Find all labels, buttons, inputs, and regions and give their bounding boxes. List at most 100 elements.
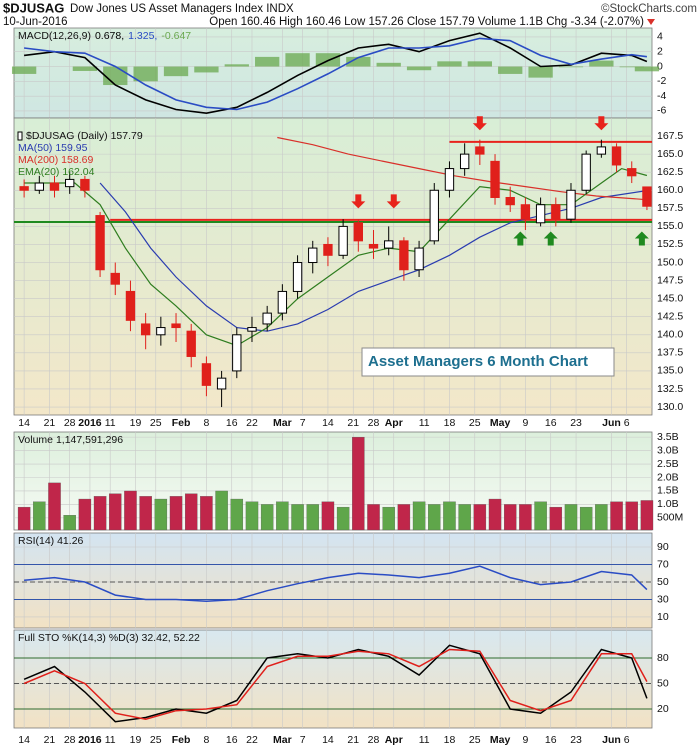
y-tick-label: 80 bbox=[657, 652, 669, 664]
candle-body bbox=[49, 182, 60, 191]
volume-bar bbox=[124, 490, 137, 531]
y-tick-label: 50 bbox=[657, 576, 669, 588]
candle-body bbox=[201, 363, 212, 386]
arrow bbox=[543, 231, 558, 246]
candle-body bbox=[247, 327, 257, 332]
volume-bar bbox=[488, 498, 502, 531]
volume-bar bbox=[534, 501, 547, 531]
volume-bar bbox=[412, 501, 426, 531]
histogram-bar bbox=[133, 66, 158, 82]
histogram-bar bbox=[224, 64, 249, 67]
volume-bar bbox=[336, 506, 350, 531]
y-tick-label: 2 bbox=[657, 45, 663, 57]
volume-bar bbox=[579, 506, 593, 531]
volume-bar bbox=[291, 504, 304, 531]
x-tick-label: Mar bbox=[273, 734, 292, 746]
x-tick-label: 21 bbox=[44, 734, 56, 746]
volume-bar bbox=[245, 501, 259, 531]
x-tick-label: 11 bbox=[419, 734, 430, 746]
price-legend: $DJUSAG (Daily) 157.79 bbox=[26, 130, 143, 142]
change-arrow bbox=[647, 19, 655, 25]
candle-body bbox=[216, 377, 227, 390]
y-tick-label: 137.5 bbox=[657, 347, 683, 359]
y-tick-label: 150.0 bbox=[657, 256, 683, 268]
indicator-line bbox=[24, 565, 648, 602]
candle-body bbox=[156, 327, 166, 336]
volume-bar bbox=[215, 490, 228, 531]
arrow bbox=[513, 231, 528, 246]
indicator-line bbox=[23, 648, 648, 720]
volume-bar bbox=[306, 504, 319, 531]
quote: Open 160.46 High 160.46 Low 157.26 Close… bbox=[209, 16, 644, 28]
y-tick-label: -4 bbox=[657, 90, 666, 102]
y-tick-label: 70 bbox=[657, 558, 669, 570]
volume-bar bbox=[382, 506, 395, 531]
candle-body bbox=[140, 323, 151, 336]
x-tick-label: 28 bbox=[368, 734, 380, 746]
histogram-bar bbox=[467, 61, 492, 67]
x-tick-label: 11 bbox=[105, 417, 116, 429]
candle-body bbox=[520, 204, 531, 220]
macd-line bbox=[24, 37, 648, 111]
overlay-legend: EMA(20) 162.04 bbox=[18, 166, 95, 178]
histogram-bar bbox=[376, 62, 401, 67]
x-tick-label: 14 bbox=[322, 417, 334, 429]
y-tick-label: 165.0 bbox=[657, 148, 683, 160]
annotation-box bbox=[361, 347, 615, 377]
candle-body bbox=[551, 204, 561, 220]
volume-bar bbox=[428, 504, 441, 531]
candle-body bbox=[308, 247, 318, 264]
y-tick-label: 20 bbox=[657, 703, 669, 715]
x-tick-label: 18 bbox=[444, 734, 456, 746]
y-tick-label: 142.5 bbox=[657, 311, 683, 323]
x-tick-label: 7 bbox=[300, 734, 306, 746]
y-tick-label: 152.5 bbox=[657, 238, 683, 250]
candle-body bbox=[186, 330, 196, 357]
candle-body bbox=[171, 323, 181, 329]
y-tick-label: 140.0 bbox=[657, 329, 683, 341]
histogram-bar bbox=[163, 66, 189, 77]
candle-body bbox=[459, 153, 470, 170]
x-tick-label: 2016 bbox=[78, 417, 102, 429]
y-tick-label: 160.0 bbox=[657, 184, 683, 196]
volume-bar bbox=[625, 501, 638, 531]
arrow bbox=[634, 231, 649, 246]
x-tick-label: 19 bbox=[130, 734, 142, 746]
volume-bar bbox=[549, 506, 563, 531]
x-tick-label: 16 bbox=[226, 417, 238, 429]
panel-title: Volume 1,147,591,296 bbox=[18, 434, 123, 446]
x-tick-label: 2016 bbox=[78, 734, 102, 746]
x-tick-label: 25 bbox=[469, 734, 481, 746]
series-label: -0.647 bbox=[161, 30, 191, 42]
x-tick-label: 16 bbox=[545, 734, 557, 746]
credit: ©StockCharts.com bbox=[601, 3, 697, 15]
overlay-legend: MA(200) 158.69 bbox=[18, 154, 93, 166]
x-tick-label: 25 bbox=[469, 417, 481, 429]
candle-body bbox=[596, 146, 607, 155]
histogram-bar bbox=[558, 66, 584, 68]
histogram-bar bbox=[619, 66, 644, 68]
x-tick-label: 7 bbox=[300, 417, 306, 429]
y-tick-label: 147.5 bbox=[657, 274, 683, 286]
candle-icon bbox=[17, 131, 23, 141]
x-tick-label: 18 bbox=[444, 417, 456, 429]
histogram-bar bbox=[285, 53, 310, 67]
volume-bar bbox=[519, 504, 532, 531]
x-tick-label: 11 bbox=[419, 417, 430, 429]
histogram-bar bbox=[634, 66, 660, 72]
volume-bar bbox=[200, 496, 213, 531]
series-label: 0.678, bbox=[95, 30, 124, 42]
x-tick-label: 6 bbox=[624, 417, 630, 429]
candle-body bbox=[581, 153, 591, 191]
x-tick-label: 8 bbox=[203, 734, 209, 746]
candle-body bbox=[34, 182, 44, 191]
y-tick-label: 3.0B bbox=[657, 444, 679, 456]
candle-body bbox=[323, 243, 333, 256]
x-tick-label: Apr bbox=[385, 734, 403, 746]
histogram-bar bbox=[72, 66, 98, 71]
x-tick-label: 21 bbox=[347, 734, 359, 746]
y-tick-label: 30 bbox=[657, 593, 669, 605]
x-tick-label: Apr bbox=[385, 417, 403, 429]
x-tick-label: 23 bbox=[570, 734, 582, 746]
panel-background bbox=[13, 532, 653, 629]
